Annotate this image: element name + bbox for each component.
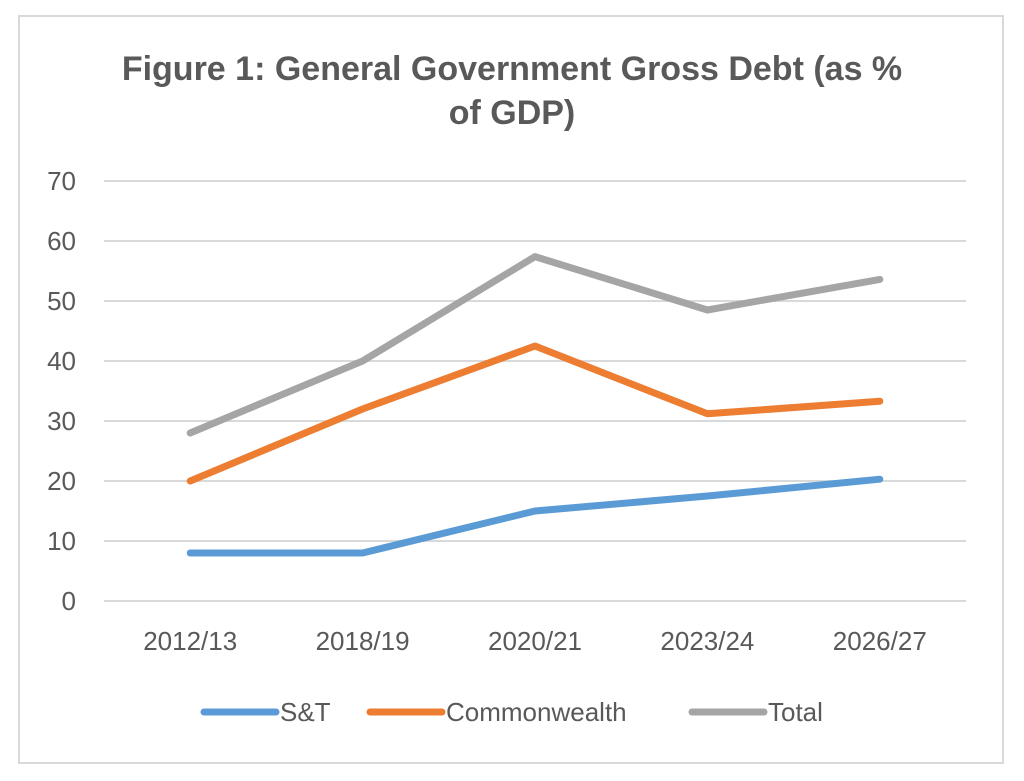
data-point bbox=[879, 478, 881, 480]
data-point bbox=[362, 552, 364, 554]
data-point bbox=[534, 256, 536, 258]
data-point bbox=[534, 345, 536, 347]
data-point bbox=[534, 510, 536, 512]
x-tick-label: 2026/27 bbox=[833, 626, 927, 656]
data-point bbox=[362, 360, 364, 362]
data-point bbox=[879, 400, 881, 402]
data-point bbox=[189, 432, 191, 434]
data-point bbox=[879, 278, 881, 280]
y-tick-label: 70 bbox=[47, 166, 76, 196]
chart-title-line-1: Figure 1: General Government Gross Debt … bbox=[122, 50, 902, 88]
x-tick-label: 2012/13 bbox=[143, 626, 237, 656]
x-tick-label: 2023/24 bbox=[660, 626, 754, 656]
chart-frame bbox=[18, 15, 1004, 764]
y-tick-label: 30 bbox=[47, 406, 76, 436]
y-tick-label: 40 bbox=[47, 346, 76, 376]
legend-label: Commonwealth bbox=[446, 697, 627, 727]
data-point bbox=[706, 413, 708, 415]
data-point bbox=[189, 480, 191, 482]
y-tick-label: 10 bbox=[47, 526, 76, 556]
x-tick-label: 2018/19 bbox=[316, 626, 410, 656]
y-tick-label: 20 bbox=[47, 466, 76, 496]
chart-title-line-2: of GDP) bbox=[449, 94, 576, 132]
data-point bbox=[706, 309, 708, 311]
legend-label: S&T bbox=[280, 697, 331, 727]
series-line-1 bbox=[186, 342, 884, 485]
data-point bbox=[706, 495, 708, 497]
y-tick-label: 0 bbox=[62, 586, 76, 616]
x-tick-label: 2020/21 bbox=[488, 626, 582, 656]
y-tick-label: 50 bbox=[47, 286, 76, 316]
data-point bbox=[189, 552, 191, 554]
y-tick-label: 60 bbox=[47, 226, 76, 256]
legend-label: Total bbox=[768, 697, 823, 727]
data-point bbox=[362, 408, 364, 410]
